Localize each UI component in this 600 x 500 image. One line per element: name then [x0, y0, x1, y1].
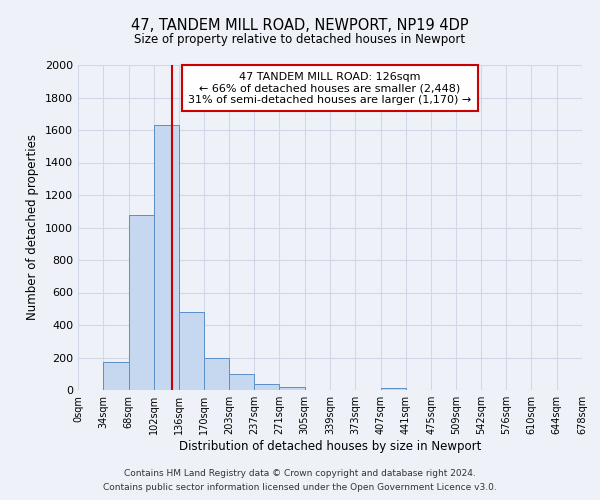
Y-axis label: Number of detached properties: Number of detached properties	[26, 134, 40, 320]
Bar	[280, 387, 305, 390]
Bar	[179, 312, 205, 390]
X-axis label: Distribution of detached houses by size in Newport: Distribution of detached houses by size …	[179, 440, 481, 453]
Bar	[254, 384, 280, 390]
Bar	[103, 362, 128, 390]
Bar	[128, 214, 154, 390]
Text: Contains HM Land Registry data © Crown copyright and database right 2024.: Contains HM Land Registry data © Crown c…	[124, 468, 476, 477]
Text: 47 TANDEM MILL ROAD: 126sqm
← 66% of detached houses are smaller (2,448)
31% of : 47 TANDEM MILL ROAD: 126sqm ← 66% of det…	[188, 72, 472, 104]
Bar	[229, 374, 254, 390]
Text: 47, TANDEM MILL ROAD, NEWPORT, NP19 4DP: 47, TANDEM MILL ROAD, NEWPORT, NP19 4DP	[131, 18, 469, 32]
Bar	[154, 125, 179, 390]
Text: Size of property relative to detached houses in Newport: Size of property relative to detached ho…	[134, 32, 466, 46]
Bar	[380, 388, 406, 390]
Text: Contains public sector information licensed under the Open Government Licence v3: Contains public sector information licen…	[103, 484, 497, 492]
Bar	[205, 358, 229, 390]
